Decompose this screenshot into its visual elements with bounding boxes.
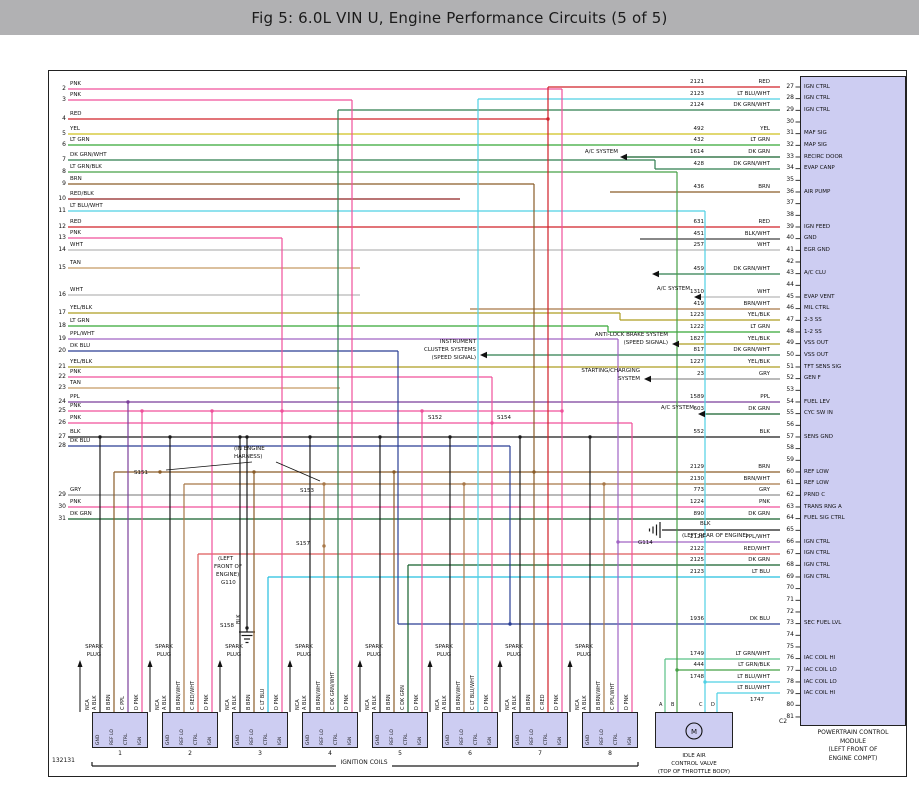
ignition-coil-box — [162, 712, 218, 748]
figure-title: Fig 5: 6.0L VIN U, Engine Performance Ci… — [251, 8, 668, 27]
ignition-coil-box — [372, 712, 428, 748]
ignition-coil-box — [302, 712, 358, 748]
figure-code: 132131 — [52, 757, 75, 764]
diagram-frame — [48, 70, 907, 777]
pcm-connector-box — [800, 76, 906, 726]
ignition-coil-box — [582, 712, 638, 748]
title-bar: Fig 5: 6.0L VIN U, Engine Performance Ci… — [0, 0, 919, 35]
ignition-coil-box — [512, 712, 568, 748]
ignition-coil-box — [442, 712, 498, 748]
ignition-coil-box — [92, 712, 148, 748]
ignition-coil-box — [232, 712, 288, 748]
iac-valve-box — [655, 712, 733, 748]
